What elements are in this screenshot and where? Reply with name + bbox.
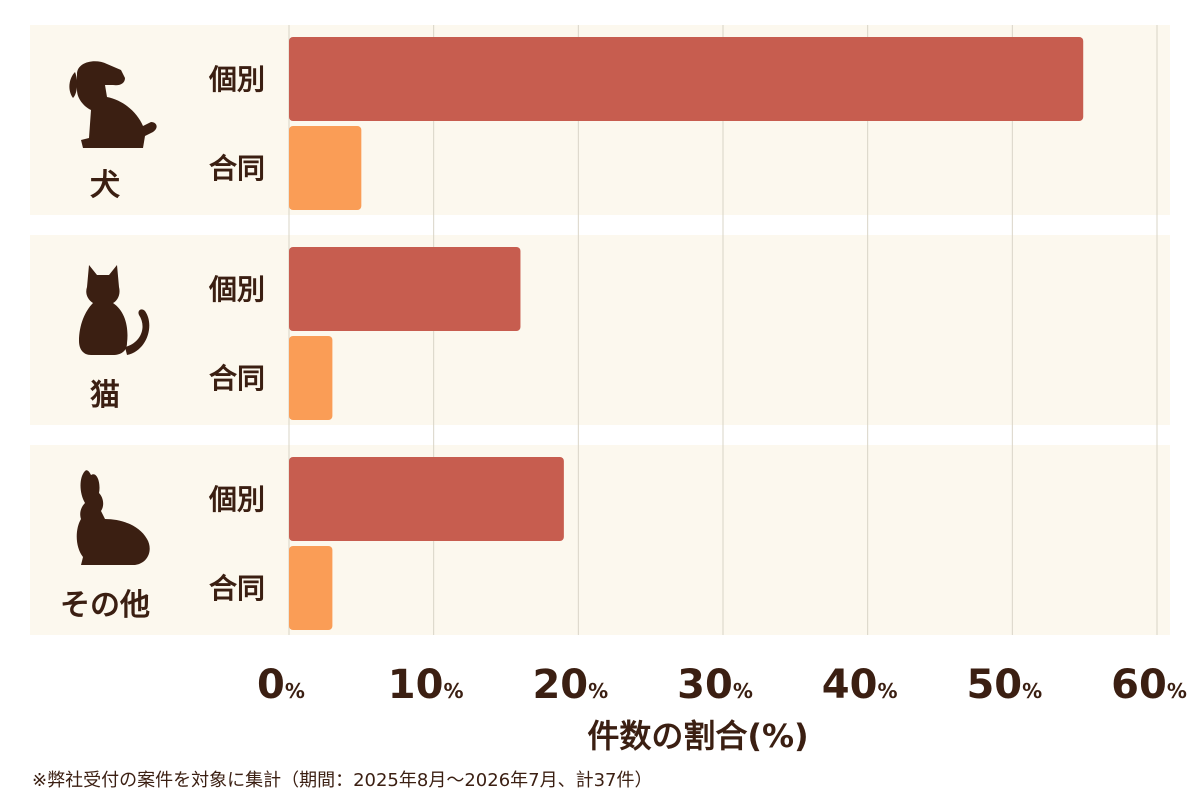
group-panel xyxy=(30,235,1170,425)
bar-group xyxy=(289,126,362,210)
bar-group xyxy=(289,546,333,630)
bar-type-label: 個別 xyxy=(208,273,265,306)
bar-individual xyxy=(289,37,1084,121)
x-tick-label: 60% xyxy=(1111,662,1187,708)
bar-group xyxy=(289,336,333,420)
category-label: 猫 xyxy=(90,378,120,413)
category-label: その他 xyxy=(60,588,150,623)
x-tick-label: 20% xyxy=(532,662,608,708)
x-tick-label: 40% xyxy=(822,662,898,708)
x-tick-label: 50% xyxy=(966,662,1042,708)
x-tick-label: 30% xyxy=(677,662,753,708)
bar-type-label: 合同 xyxy=(209,362,265,395)
bar-type-label: 個別 xyxy=(208,483,265,516)
x-axis-title: 件数の割合(%) xyxy=(587,717,808,755)
bar-type-label: 個別 xyxy=(208,63,265,96)
dog-icon xyxy=(69,61,157,149)
category-label: 犬 xyxy=(90,168,120,203)
x-tick-label: 0% xyxy=(257,662,305,708)
bar-type-label: 合同 xyxy=(209,152,265,185)
bar-individual xyxy=(289,247,521,331)
footnote: ※弊社受付の案件を対象に集計（期間：2025年8月〜2026年7月、計37件） xyxy=(32,770,653,791)
cat-icon xyxy=(79,265,150,355)
bar-individual xyxy=(289,457,564,541)
group-panel xyxy=(30,445,1170,635)
x-tick-label: 10% xyxy=(388,662,464,708)
bar-type-label: 合同 xyxy=(209,572,265,605)
rabbit-icon xyxy=(76,470,150,565)
